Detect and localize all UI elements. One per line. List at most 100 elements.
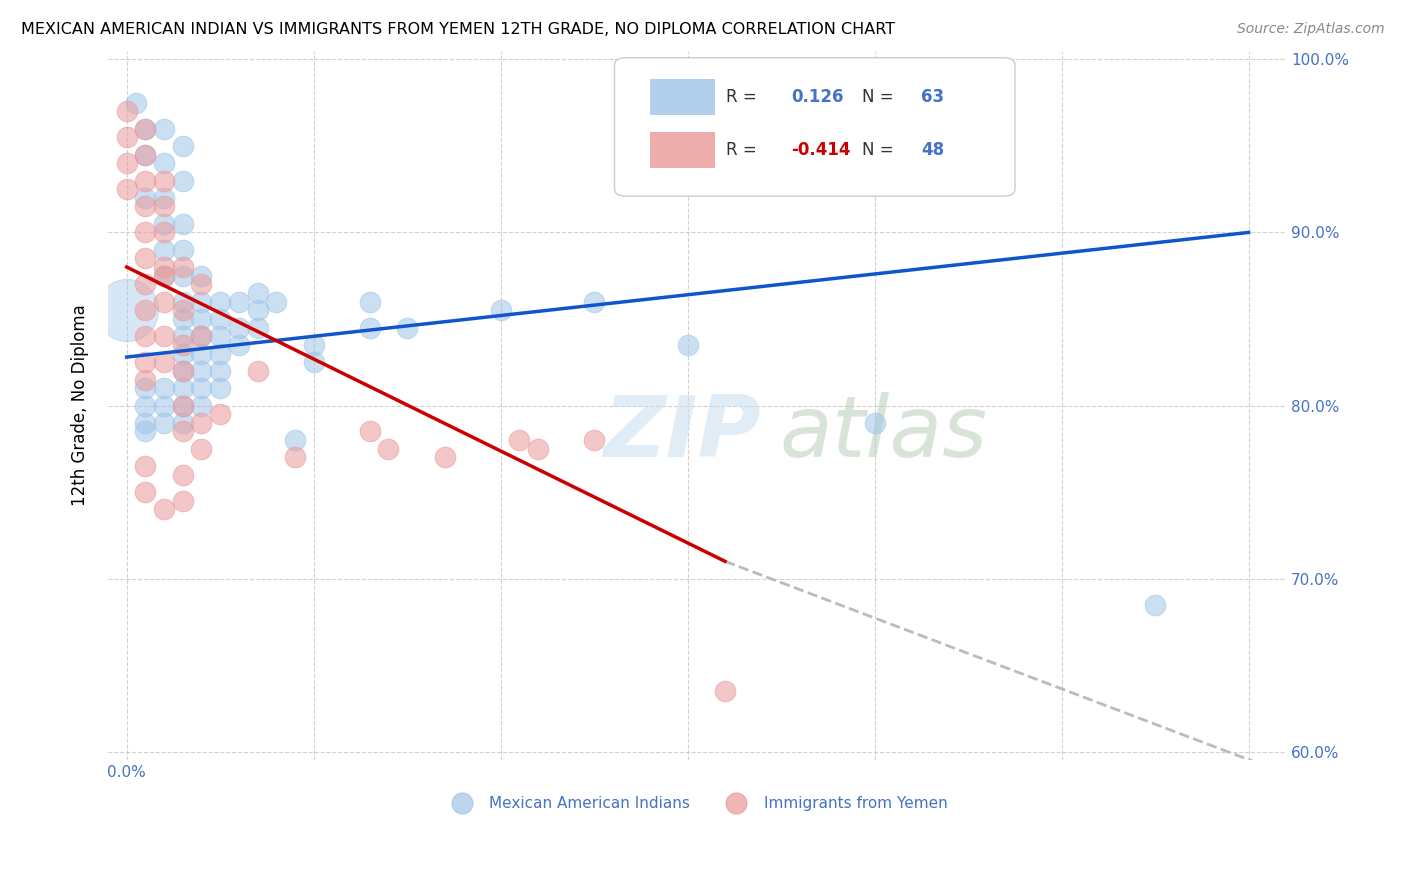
Point — [115, 130, 138, 145]
Legend: Mexican American Indians, Immigrants from Yemen: Mexican American Indians, Immigrants fro… — [440, 789, 953, 816]
Point — [172, 243, 194, 257]
Point — [209, 294, 232, 309]
Point — [172, 381, 194, 395]
Point — [228, 294, 250, 309]
Point — [134, 199, 156, 213]
Point — [209, 346, 232, 360]
Point — [190, 399, 212, 413]
Point — [172, 493, 194, 508]
Point — [190, 268, 212, 283]
Point — [359, 294, 381, 309]
Point — [134, 226, 156, 240]
Point — [115, 182, 138, 196]
Point — [508, 433, 530, 447]
Point — [115, 303, 138, 318]
Point — [228, 320, 250, 334]
Point — [134, 416, 156, 430]
Point — [172, 399, 194, 413]
Point — [172, 425, 194, 439]
Point — [125, 95, 148, 110]
Point — [433, 450, 456, 465]
Point — [246, 320, 269, 334]
Text: Source: ZipAtlas.com: Source: ZipAtlas.com — [1237, 22, 1385, 37]
Point — [583, 294, 606, 309]
Point — [134, 191, 156, 205]
Point — [377, 442, 399, 456]
Point — [153, 268, 176, 283]
Point — [209, 407, 232, 421]
Point — [284, 433, 307, 447]
Point — [172, 173, 194, 187]
Point — [153, 156, 176, 170]
FancyBboxPatch shape — [650, 132, 714, 168]
Text: ZIP: ZIP — [603, 392, 761, 475]
Point — [134, 277, 156, 292]
Y-axis label: 12th Grade, No Diploma: 12th Grade, No Diploma — [72, 305, 89, 507]
FancyBboxPatch shape — [650, 79, 714, 114]
Point — [302, 355, 325, 369]
Point — [134, 147, 156, 161]
Point — [172, 217, 194, 231]
Point — [863, 416, 886, 430]
Point — [153, 416, 176, 430]
Point — [190, 329, 212, 343]
Text: 63: 63 — [921, 87, 943, 106]
Point — [172, 399, 194, 413]
Point — [190, 346, 212, 360]
Point — [190, 329, 212, 343]
Point — [134, 355, 156, 369]
Point — [153, 268, 176, 283]
Point — [134, 329, 156, 343]
Point — [190, 416, 212, 430]
Point — [209, 329, 232, 343]
Point — [153, 217, 176, 231]
Point — [190, 364, 212, 378]
Point — [190, 277, 212, 292]
Point — [172, 364, 194, 378]
Point — [190, 294, 212, 309]
Point — [190, 381, 212, 395]
FancyBboxPatch shape — [614, 58, 1015, 196]
Point — [153, 329, 176, 343]
Text: MEXICAN AMERICAN INDIAN VS IMMIGRANTS FROM YEMEN 12TH GRADE, NO DIPLOMA CORRELAT: MEXICAN AMERICAN INDIAN VS IMMIGRANTS FR… — [21, 22, 896, 37]
Point — [153, 243, 176, 257]
Point — [134, 425, 156, 439]
Point — [396, 320, 419, 334]
Point — [172, 268, 194, 283]
Point — [172, 416, 194, 430]
Point — [115, 104, 138, 119]
Point — [172, 312, 194, 326]
Text: R =: R = — [727, 141, 762, 159]
Point — [938, 112, 960, 127]
Point — [209, 381, 232, 395]
Point — [153, 173, 176, 187]
Point — [209, 364, 232, 378]
Point — [228, 338, 250, 352]
Point — [134, 381, 156, 395]
Point — [302, 338, 325, 352]
Point — [190, 442, 212, 456]
Point — [153, 121, 176, 136]
Point — [134, 399, 156, 413]
Point — [583, 433, 606, 447]
Point — [134, 121, 156, 136]
Point — [714, 684, 737, 698]
Point — [246, 364, 269, 378]
Point — [264, 294, 287, 309]
Point — [209, 312, 232, 326]
Point — [246, 303, 269, 318]
Text: R =: R = — [727, 87, 762, 106]
Point — [153, 502, 176, 516]
Point — [134, 173, 156, 187]
Point — [115, 156, 138, 170]
Point — [172, 139, 194, 153]
Point — [153, 355, 176, 369]
Point — [134, 485, 156, 500]
Point — [172, 338, 194, 352]
Point — [172, 294, 194, 309]
Text: N =: N = — [862, 141, 898, 159]
Point — [134, 373, 156, 387]
Point — [246, 285, 269, 300]
Point — [172, 303, 194, 318]
Text: -0.414: -0.414 — [792, 141, 851, 159]
